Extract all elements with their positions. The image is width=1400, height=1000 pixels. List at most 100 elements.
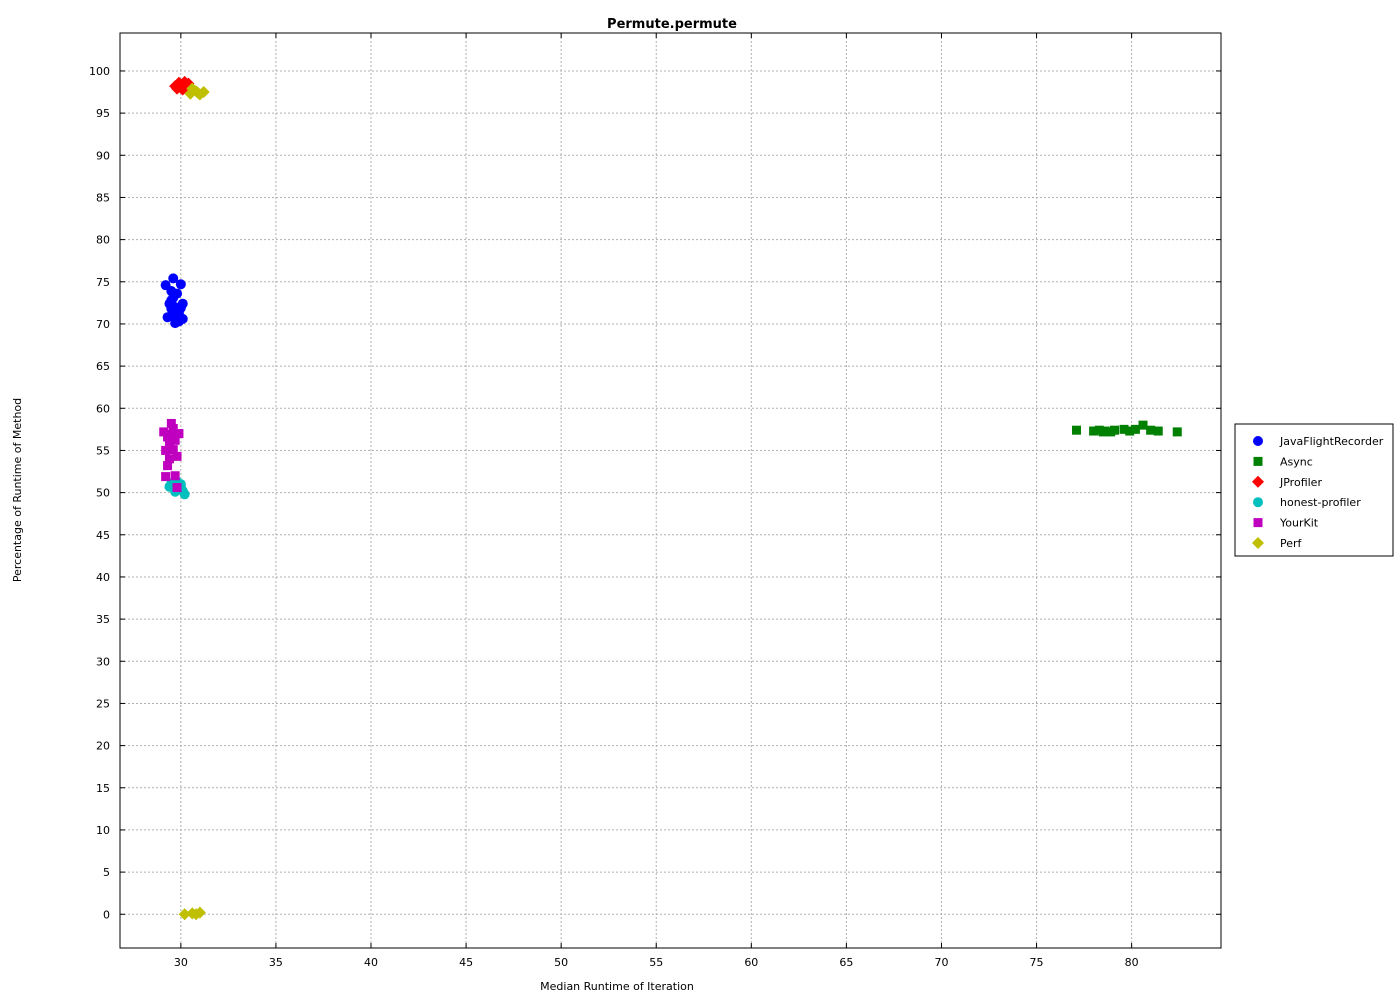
x-tick-label: 50: [554, 956, 568, 969]
y-axis: 0 5 10 15 20 25 30 35 40 45 50 55 60 65 70 75 80 85 90 95 10…: [89, 65, 1221, 921]
legend-label: honest-profiler: [1280, 496, 1361, 509]
data-points: [159, 75, 1182, 921]
y-tick-label: 60: [96, 402, 110, 415]
data-point: [178, 908, 191, 921]
legend-item: honest-profiler: [1253, 496, 1361, 509]
legend-label: JavaFlightRecorder: [1279, 435, 1384, 448]
data-point: [161, 472, 171, 482]
y-tick-label: 30: [96, 655, 110, 668]
x-tick-label: 80: [1125, 956, 1139, 969]
x-axis-label: Median Runtime of Iteration: [540, 980, 694, 993]
y-tick-label: 10: [96, 824, 110, 837]
legend-label: JProfiler: [1279, 476, 1322, 489]
legend-label: YourKit: [1279, 517, 1319, 530]
legend-item: JavaFlightRecorder: [1253, 435, 1384, 448]
x-axis: 30 35 40 45 50 55 60 65 70 75 80: [174, 33, 1139, 969]
legend-item: YourKit: [1253, 517, 1319, 530]
y-tick-label: 70: [96, 318, 110, 331]
data-point: [164, 454, 174, 464]
y-tick-label: 25: [96, 697, 110, 710]
data-point: [164, 440, 174, 450]
y-tick-label: 0: [103, 908, 110, 921]
legend-marker: [1253, 518, 1263, 528]
legend-marker: [1252, 475, 1264, 488]
data-point: [1110, 425, 1120, 435]
legend-marker: [1253, 436, 1263, 446]
x-tick-label: 35: [269, 956, 283, 969]
grid-lines: [120, 33, 1221, 948]
data-point: [175, 279, 186, 290]
data-point: [172, 483, 182, 493]
data-point: [168, 424, 178, 434]
series-javaflightrecorder: [160, 273, 188, 329]
data-point: [173, 316, 184, 327]
x-tick-label: 70: [934, 956, 948, 969]
data-point: [171, 82, 184, 95]
y-tick-label: 95: [96, 107, 110, 120]
data-point: [1089, 426, 1099, 436]
data-point: [170, 471, 180, 481]
legend-box: [1234, 423, 1394, 557]
legend-marker: [1253, 497, 1263, 508]
data-point: [159, 427, 169, 437]
data-point: [1071, 425, 1081, 435]
data-point: [1130, 424, 1140, 434]
data-point: [163, 461, 173, 471]
legend-marker: [1253, 456, 1263, 466]
x-tick-label: 30: [174, 956, 188, 969]
data-point: [168, 445, 178, 455]
y-tick-label: 100: [89, 65, 110, 78]
series-perf: [178, 82, 210, 921]
data-point: [170, 435, 180, 445]
data-point: [179, 489, 190, 500]
y-tick-label: 45: [96, 529, 110, 542]
data-point: [1125, 426, 1135, 436]
y-tick-label: 90: [96, 149, 110, 162]
legend-item: Async: [1253, 455, 1313, 468]
y-tick-label: 20: [96, 740, 110, 753]
legend-label: Async: [1280, 455, 1313, 468]
data-point: [161, 445, 171, 455]
data-point: [168, 273, 179, 284]
data-point: [166, 418, 176, 428]
data-point: [1146, 425, 1156, 435]
data-point: [172, 451, 182, 461]
chart-title: Permute.permute: [607, 17, 737, 32]
y-axis-label: Percentage of Runtime of Method: [11, 398, 24, 582]
x-tick-label: 55: [649, 956, 663, 969]
y-tick-label: 55: [96, 444, 110, 457]
data-point: [1119, 424, 1129, 434]
y-tick-label: 80: [96, 234, 110, 247]
y-tick-label: 5: [103, 866, 110, 879]
y-tick-label: 35: [96, 613, 110, 626]
x-tick-label: 65: [839, 956, 853, 969]
legend-marker: [1252, 537, 1264, 549]
data-point: [166, 429, 176, 439]
legend-item: Perf: [1252, 537, 1303, 550]
series-yourkit: [159, 418, 184, 493]
legend-item: JProfiler: [1252, 475, 1322, 489]
legend-label: Perf: [1280, 537, 1303, 550]
x-tick-label: 60: [744, 956, 758, 969]
data-point: [1153, 426, 1163, 436]
data-point: [1138, 420, 1148, 430]
data-point: [174, 429, 184, 439]
data-point: [1172, 427, 1182, 437]
x-tick-label: 45: [459, 956, 473, 969]
data-point: [166, 295, 177, 306]
series-async: [1071, 420, 1182, 437]
data-point: [168, 309, 179, 320]
y-tick-label: 40: [96, 571, 110, 584]
y-tick-label: 15: [96, 782, 110, 795]
legend: JavaFlightRecorder Async JProfiler honest-p…: [1234, 423, 1394, 557]
plot-area: [119, 32, 1222, 949]
data-point: [191, 86, 204, 99]
x-tick-label: 40: [364, 956, 378, 969]
y-tick-label: 50: [96, 487, 110, 500]
data-point: [164, 481, 175, 492]
x-tick-label: 75: [1030, 956, 1044, 969]
data-point: [1098, 427, 1108, 437]
y-tick-label: 65: [96, 360, 110, 373]
data-point: [193, 906, 206, 919]
